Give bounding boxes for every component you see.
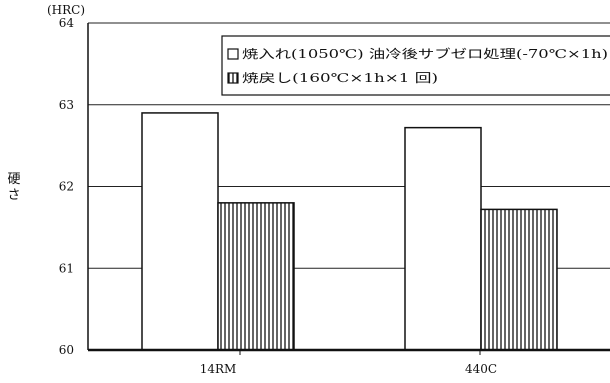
bar-440c-series-2: [480, 208, 558, 351]
y-axis-label-char-2: さ: [7, 188, 21, 203]
y-tick-label-63: 63: [59, 98, 74, 112]
legend-label-series-2: 焼戻し(160℃×1h×1 回): [242, 71, 438, 85]
y-tick-label-62: 62: [59, 180, 74, 194]
x-category-label-14rm: 14RM: [200, 362, 237, 376]
legend-swatch-series-2: [227, 72, 239, 84]
bar-14rm-series-2: [217, 202, 295, 351]
legend-swatch-series-1: [227, 48, 239, 60]
y-tick-label-61: 61: [59, 261, 74, 275]
legend-label-series-1: 焼入れ(1050℃) 油冷後サブゼロ処理(-70℃×1h): [242, 46, 608, 61]
y-tick-label-60: 60: [59, 343, 74, 357]
bar-440c-series-1: [404, 126, 482, 351]
y-axis-label: 硬 さ: [6, 172, 22, 204]
y-axis-label-char-1: 硬: [7, 172, 21, 187]
y-tick-label-64: 64: [59, 16, 75, 30]
y-unit-label: (HRC): [47, 3, 85, 17]
bar-14rm-series-1: [141, 112, 219, 351]
legend-box: [221, 35, 610, 96]
x-category-label-440c: 440C: [465, 362, 497, 376]
